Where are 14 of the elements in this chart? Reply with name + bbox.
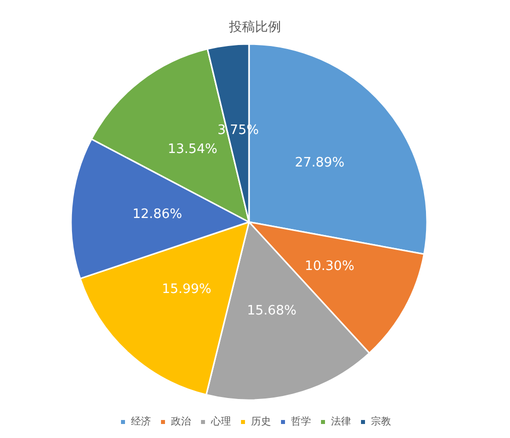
data-label: 15.68% <box>246 304 297 319</box>
chart-title: 投稿比例 <box>228 20 281 35</box>
legend-label: 历史 <box>251 416 271 428</box>
legend-label: 宗教 <box>371 416 391 428</box>
legend-label: 哲学 <box>291 416 311 428</box>
data-label: 15.99% <box>162 282 212 298</box>
data-label: 10.30% <box>304 259 354 274</box>
legend-label: 政治 <box>171 416 191 428</box>
legend-label: 经济 <box>131 416 151 428</box>
data-label: 27.89% <box>294 156 344 171</box>
legend-label: 法律 <box>331 416 351 428</box>
data-label: 13.54% <box>168 142 218 157</box>
data-label: 12.86% <box>132 207 182 222</box>
legend-label: 心理 <box>210 416 231 428</box>
